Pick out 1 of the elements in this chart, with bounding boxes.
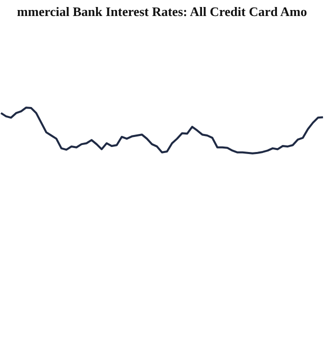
chart-title: mmercial Bank Interest Rates: All Credit Card Amo	[17, 4, 307, 19]
